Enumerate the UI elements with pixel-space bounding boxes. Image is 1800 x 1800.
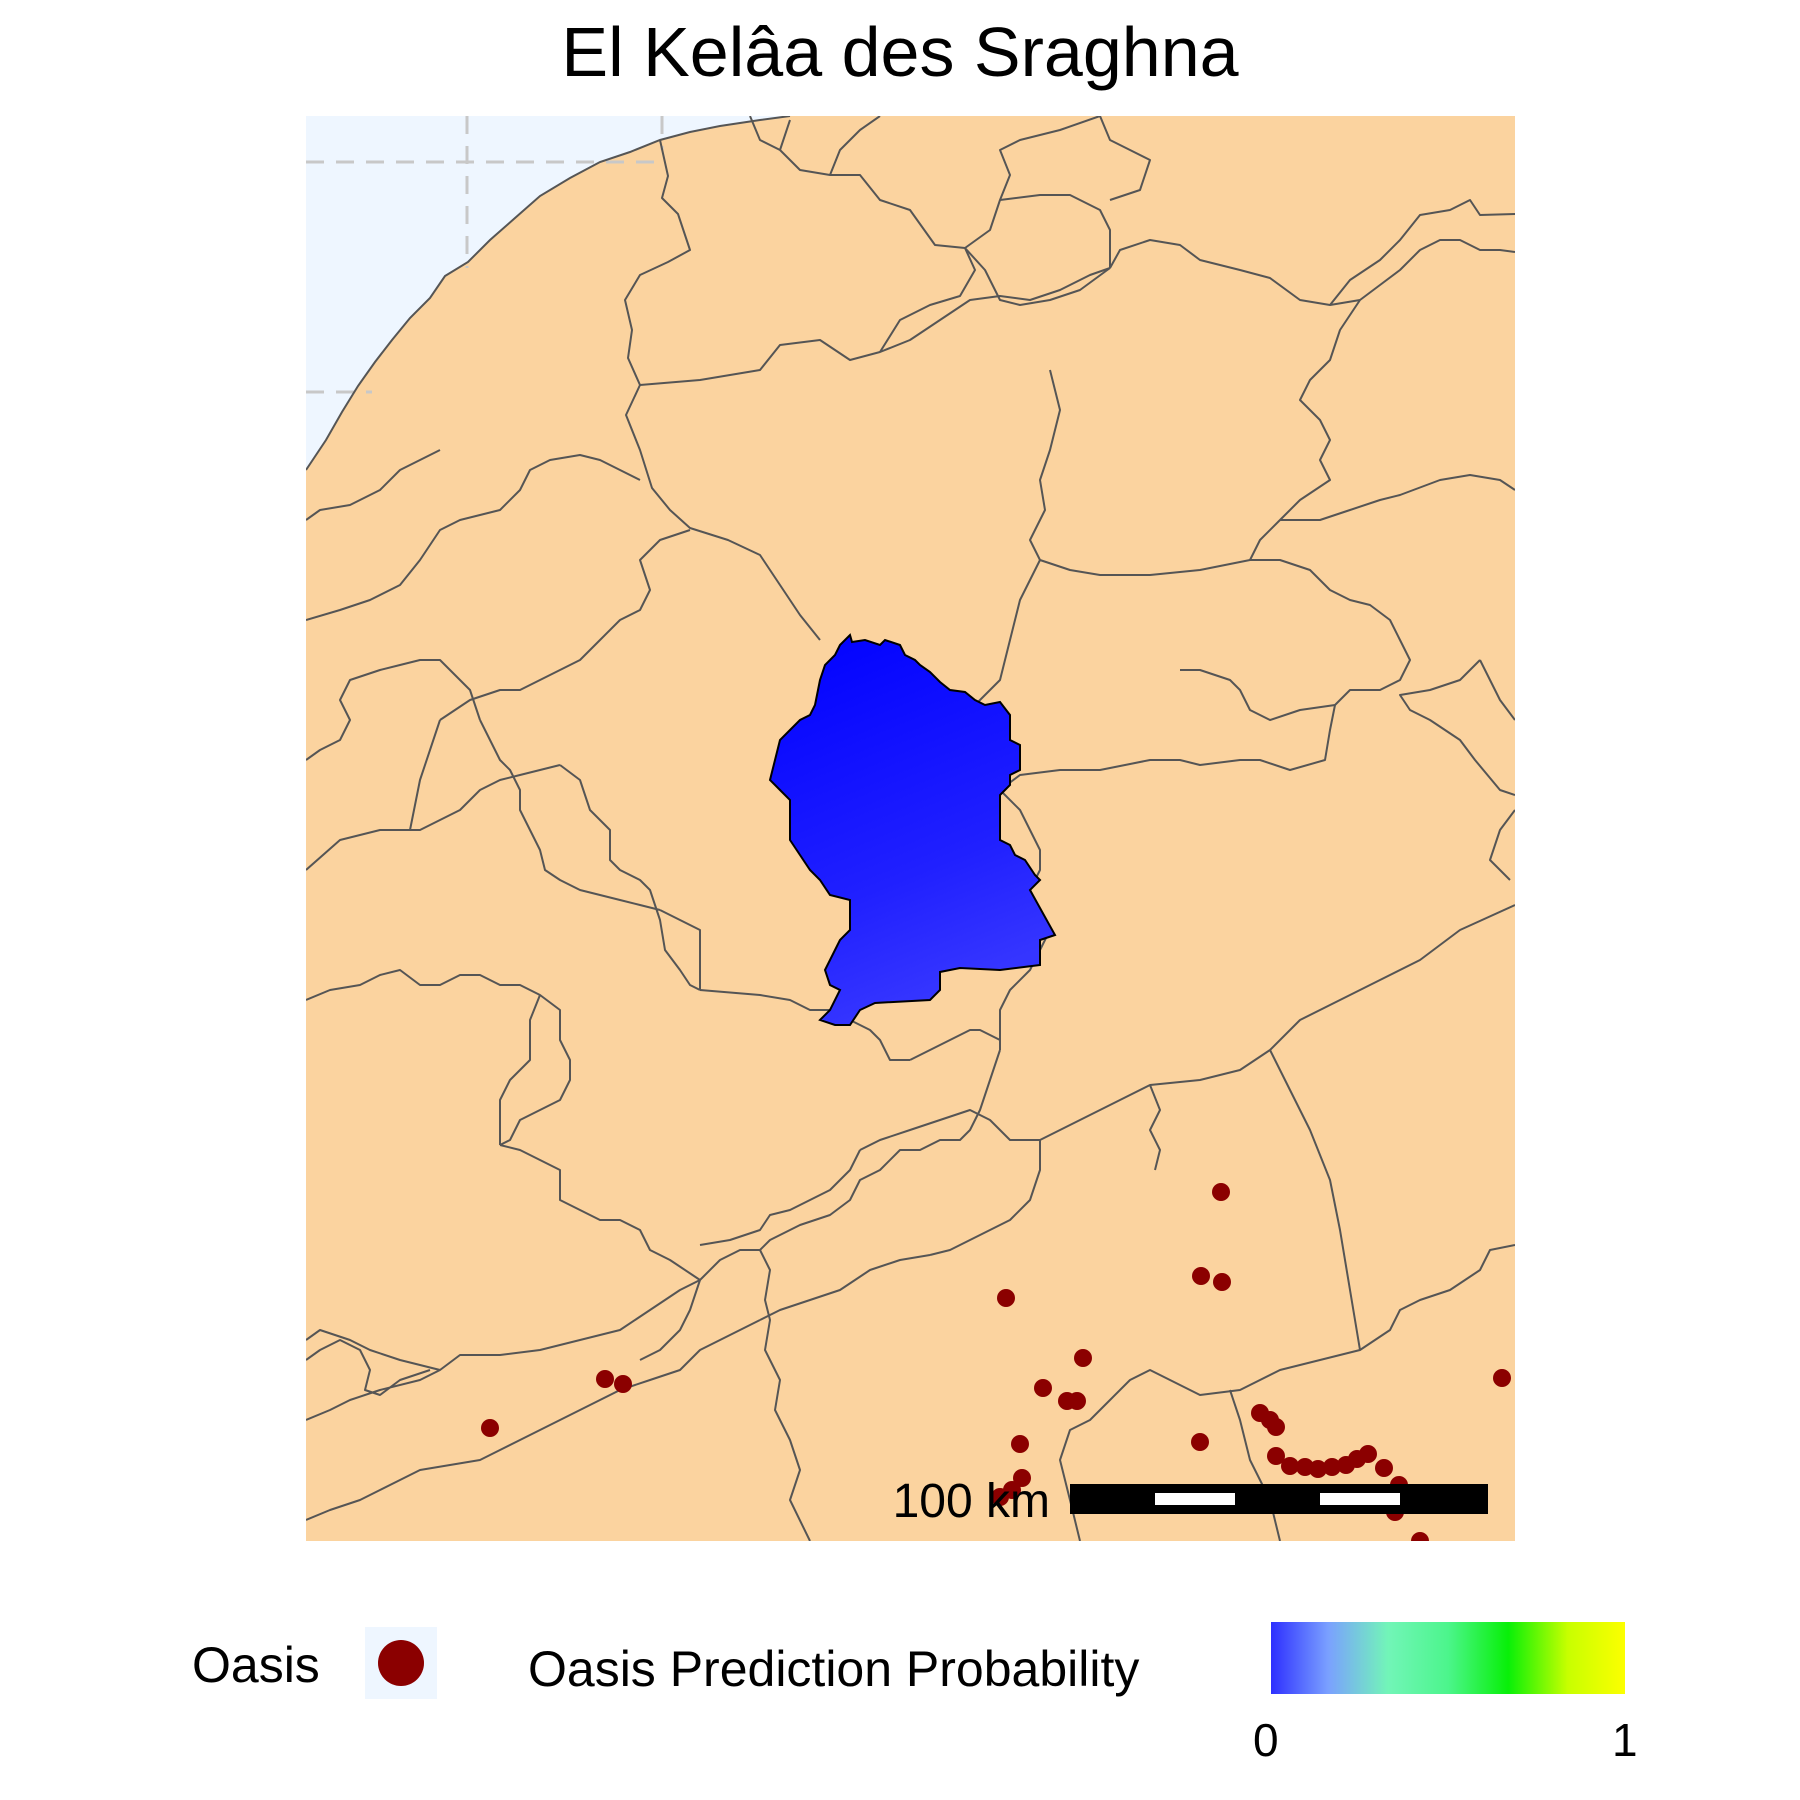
colorbar-tick-max — [1625, 1622, 1628, 1694]
oasis-point — [1309, 1460, 1327, 1478]
oasis-points — [481, 1183, 1511, 1541]
oasis-point — [1359, 1445, 1377, 1463]
scale-bar-label: 100 km — [893, 1475, 1050, 1528]
coastline — [306, 116, 791, 471]
oasis-point — [596, 1370, 614, 1388]
colorbar-max-label: 1 — [1612, 1714, 1638, 1766]
oasis-point — [1011, 1435, 1029, 1453]
colorbar-tick-min — [1268, 1622, 1271, 1694]
oasis-point — [1034, 1379, 1052, 1397]
scale-bar — [1070, 1484, 1488, 1514]
oasis-point — [1074, 1349, 1092, 1367]
oasis-point — [1212, 1183, 1230, 1201]
oasis-point — [997, 1289, 1015, 1307]
oasis-point — [1375, 1459, 1393, 1477]
oasis-point — [1068, 1392, 1086, 1410]
oasis-point — [481, 1419, 499, 1437]
oasis-point — [1267, 1447, 1285, 1465]
oasis-legend-dot-icon — [378, 1640, 424, 1686]
oasis-point — [1192, 1267, 1210, 1285]
oasis-legend-label: Oasis — [192, 1637, 320, 1693]
ocean — [306, 116, 790, 470]
oasis-point — [1191, 1433, 1209, 1451]
oasis-point — [1411, 1532, 1429, 1541]
map-title: El Kelâa des Sraghna — [561, 13, 1239, 91]
probability-legend-label: Oasis Prediction Probability — [528, 1641, 1140, 1697]
highlighted-region[interactable] — [768, 633, 1057, 1026]
oasis-point — [1267, 1418, 1285, 1436]
region-borders — [306, 116, 1515, 1541]
oasis-legend-key — [365, 1627, 437, 1699]
oasis-point — [614, 1375, 632, 1393]
oasis-point — [1493, 1369, 1511, 1387]
oasis-point — [1281, 1457, 1299, 1475]
oasis-point — [1323, 1458, 1341, 1476]
oasis-point — [1213, 1273, 1231, 1291]
graticule — [306, 116, 664, 394]
colorbar-min-label: 0 — [1253, 1714, 1279, 1766]
probability-colorbar — [1268, 1622, 1628, 1694]
oasis-point — [1013, 1469, 1031, 1487]
oasis-point — [991, 1488, 1009, 1506]
